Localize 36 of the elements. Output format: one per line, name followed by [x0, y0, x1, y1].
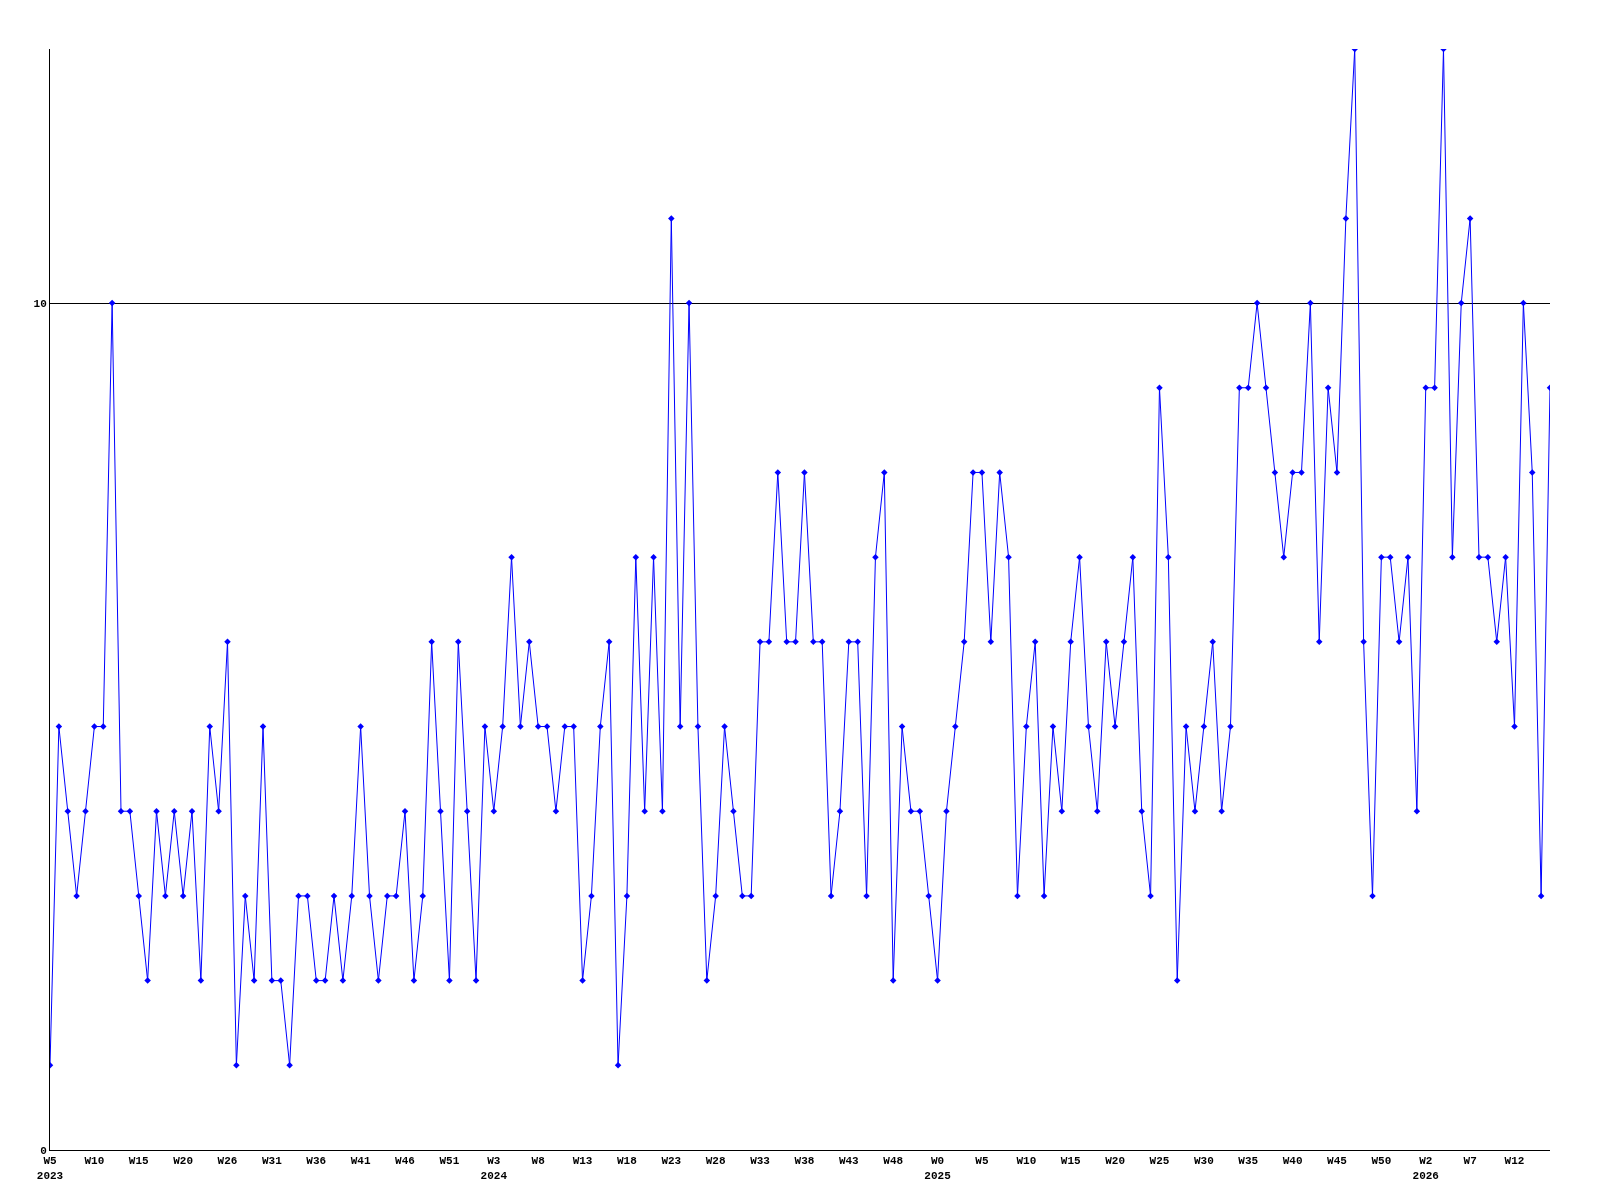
x-tick-label: W2 2026	[1412, 1155, 1439, 1182]
x-tick-label: W46	[395, 1155, 415, 1168]
x-tick-label: W18	[617, 1155, 638, 1168]
x-tick-label: W35	[1238, 1155, 1259, 1168]
x-tick-label: W25	[1149, 1155, 1170, 1168]
y-tick-label: 10	[33, 297, 47, 310]
x-tick-label: W28	[705, 1155, 726, 1168]
x-tick-label: W43	[838, 1155, 860, 1168]
x-tick-label: W40	[1282, 1155, 1303, 1168]
x-tick-label: W20	[1105, 1155, 1125, 1168]
x-tick-label: W13	[572, 1155, 593, 1168]
x-tick-label: W8	[531, 1155, 546, 1168]
x-tick-label: W51	[439, 1155, 460, 1168]
x-tick-label: W30	[1193, 1155, 1214, 1168]
y-tick-label: 0	[40, 1144, 47, 1157]
x-tick-label: W26	[217, 1155, 238, 1168]
x-tick-label: W15	[1060, 1155, 1082, 1168]
x-tick-label: W10	[1016, 1155, 1037, 1168]
x-tick-label: W15	[128, 1155, 150, 1168]
x-tick-label: W3 2024	[480, 1155, 508, 1182]
x-tick-label: W23	[661, 1155, 682, 1168]
x-tick-label: W5 2023	[36, 1155, 64, 1182]
x-tick-label: W38	[794, 1155, 815, 1168]
x-tick-label: W50	[1371, 1155, 1392, 1168]
x-tick-label: W31	[261, 1155, 283, 1168]
x-tick-label: W12	[1504, 1155, 1525, 1168]
x-tick-label: W0 2025	[924, 1155, 952, 1182]
x-tick-label: W48	[883, 1155, 904, 1168]
x-tick-label: W5	[975, 1155, 989, 1168]
x-tick-label: W10	[84, 1155, 105, 1168]
x-tick-label: W36	[306, 1155, 327, 1168]
x-tick-label: W7	[1463, 1155, 1477, 1168]
x-tick-label: W45	[1327, 1155, 1348, 1168]
x-tick-label: W20	[173, 1155, 194, 1168]
x-tick-label: W41	[350, 1155, 371, 1168]
x-tick-label: W33	[750, 1155, 771, 1168]
